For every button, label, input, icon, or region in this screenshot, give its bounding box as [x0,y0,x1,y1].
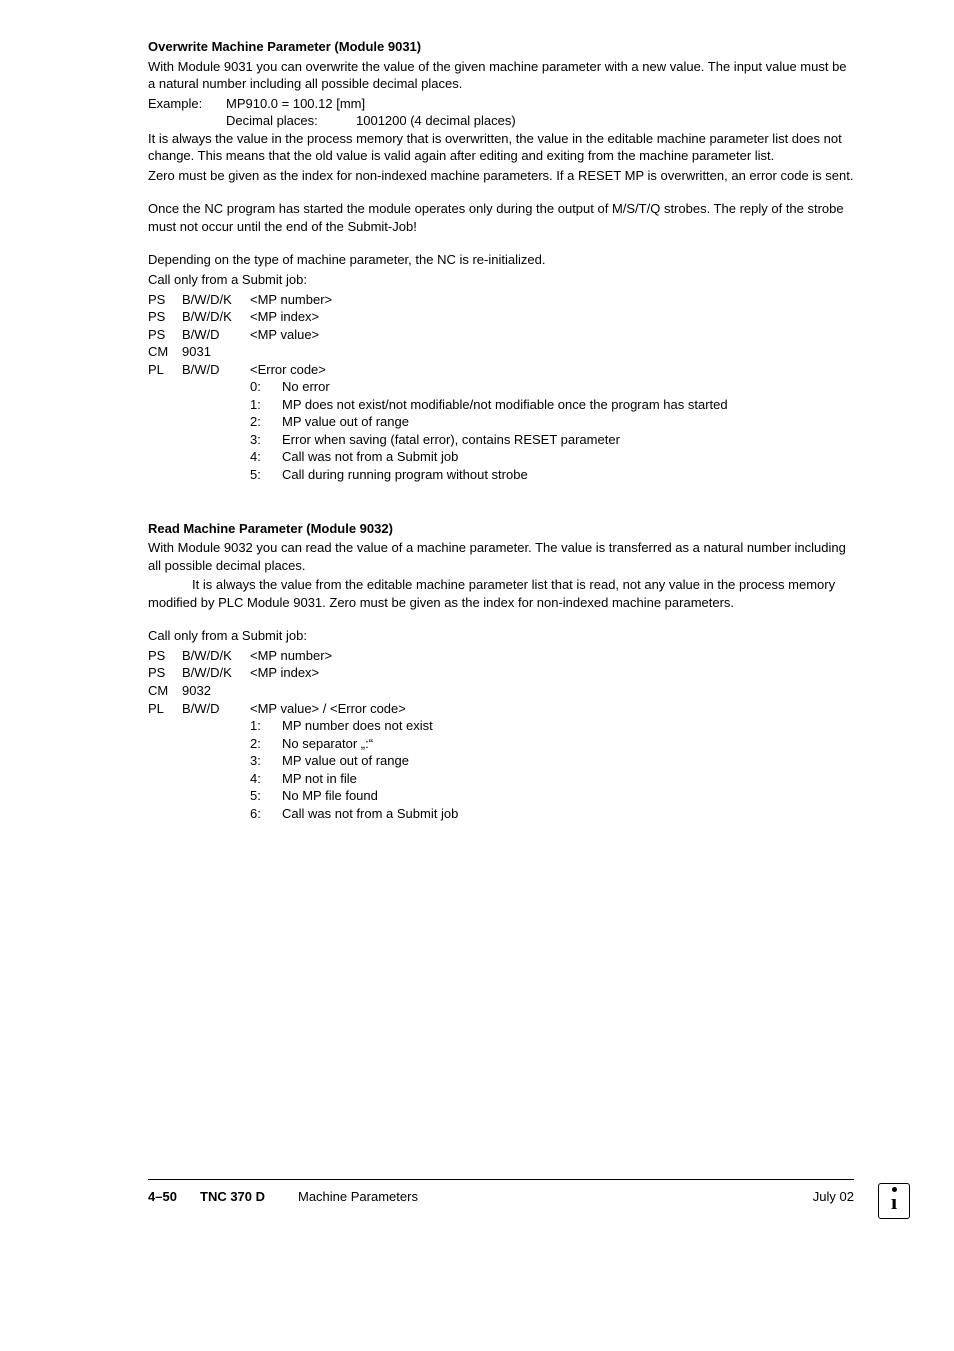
section1-call: Call only from a Submit job: [148,271,854,289]
code-col2: 9032 [182,682,250,700]
code-col3: <MP number> [250,647,854,665]
section2-p2: It is always the value from the editable… [148,576,854,611]
sub-num: 1: [148,717,282,735]
sub-text: No separator „:“ [282,735,854,753]
sub-text: No error [282,378,854,396]
section2-code-block: PSB/W/D/K<MP number>PSB/W/D/K<MP index>C… [148,647,854,717]
code-row: PSB/W/D/K<MP index> [148,308,854,326]
sub-row: 3:Error when saving (fatal error), conta… [148,431,854,449]
sub-num: 4: [148,770,282,788]
example-spacer [148,112,226,130]
code-row: PLB/W/D<Error code> [148,361,854,379]
code-row: PSB/W/D/K<MP number> [148,647,854,665]
code-col3: <MP value> [250,326,854,344]
sub-row: 3:MP value out of range [148,752,854,770]
section1-p3: Zero must be given as the index for non-… [148,167,854,185]
sub-num: 6: [148,805,282,823]
section2-p1: With Module 9032 you can read the value … [148,539,854,574]
section1-p2: It is always the value in the process me… [148,130,854,165]
info-icon: ı [878,1183,910,1219]
sub-text: Call during running program without stro… [282,466,854,484]
section1-title: Overwrite Machine Parameter (Module 9031… [148,38,854,56]
code-col3: <MP value> / <Error code> [250,700,854,718]
sub-num: 1: [148,396,282,414]
code-col2: B/W/D [182,700,250,718]
section1-p1: With Module 9031 you can overwrite the v… [148,58,854,93]
sub-text: MP does not exist/not modifiable/not mod… [282,396,854,414]
code-row: PSB/W/D<MP value> [148,326,854,344]
code-col1: PL [148,361,182,379]
code-col2: B/W/D/K [182,308,250,326]
code-col2: 9031 [182,343,250,361]
code-col1: CM [148,343,182,361]
code-col3: <Error code> [250,361,854,379]
code-col2: B/W/D/K [182,647,250,665]
sub-text: MP number does not exist [282,717,854,735]
sub-row: 2:No separator „:“ [148,735,854,753]
sub-num: 3: [148,752,282,770]
section1-p5: Depending on the type of machine paramet… [148,251,854,269]
code-col3: <MP index> [250,308,854,326]
sub-text: MP value out of range [282,413,854,431]
code-col1: PS [148,647,182,665]
section2-subs-block: 1:MP number does not exist2:No separator… [148,717,854,822]
sub-row: 5:Call during running program without st… [148,466,854,484]
footer-title: Machine Parameters [298,1188,794,1206]
sub-row: 0:No error [148,378,854,396]
sub-num: 2: [148,413,282,431]
code-col1: PS [148,664,182,682]
sub-text: MP not in file [282,770,854,788]
sub-num: 5: [148,787,282,805]
sub-row: 4:Call was not from a Submit job [148,448,854,466]
code-col2: B/W/D [182,326,250,344]
code-row: PSB/W/D/K<MP number> [148,291,854,309]
code-col1: PL [148,700,182,718]
example-dec-value: 1001200 (4 decimal places) [356,112,516,130]
sub-num: 4: [148,448,282,466]
section1-p4: Once the NC program has started the modu… [148,200,854,235]
page-footer: 4–50 TNC 370 D Machine Parameters July 0… [148,1179,854,1206]
sub-text: MP value out of range [282,752,854,770]
code-col2: B/W/D/K [182,664,250,682]
code-col3: <MP number> [250,291,854,309]
example-label: Example: [148,95,226,113]
footer-page: 4–50 [148,1188,200,1206]
sub-num: 5: [148,466,282,484]
sub-row: 5:No MP file found [148,787,854,805]
code-col1: PS [148,326,182,344]
sub-text: Call was not from a Submit job [282,448,854,466]
sub-text: Error when saving (fatal error), contain… [282,431,854,449]
example-dec-label: Decimal places: [226,112,356,130]
sub-num: 3: [148,431,282,449]
code-col2: B/W/D/K [182,291,250,309]
code-col1: CM [148,682,182,700]
code-col3 [250,682,854,700]
section1-subs-block: 0:No error1:MP does not exist/not modifi… [148,378,854,483]
sub-num: 2: [148,735,282,753]
code-row: CM9031 [148,343,854,361]
code-row: PLB/W/D<MP value> / <Error code> [148,700,854,718]
sub-text: Call was not from a Submit job [282,805,854,823]
sub-row: 2:MP value out of range [148,413,854,431]
sub-row: 1:MP number does not exist [148,717,854,735]
code-row: PSB/W/D/K<MP index> [148,664,854,682]
code-col1: PS [148,308,182,326]
code-col1: PS [148,291,182,309]
sub-num: 0: [148,378,282,396]
code-col3 [250,343,854,361]
code-col3: <MP index> [250,664,854,682]
section1-code-block: PSB/W/D/K<MP number>PSB/W/D/K<MP index>P… [148,291,854,379]
section2-call: Call only from a Submit job: [148,627,854,645]
footer-model: TNC 370 D [200,1188,298,1206]
example-value: MP910.0 = 100.12 [mm] [226,95,365,113]
sub-row: 1:MP does not exist/not modifiable/not m… [148,396,854,414]
code-col2: B/W/D [182,361,250,379]
code-row: CM9032 [148,682,854,700]
sub-text: No MP file found [282,787,854,805]
sub-row: 4:MP not in file [148,770,854,788]
section2-title: Read Machine Parameter (Module 9032) [148,520,854,538]
footer-date: July 02 [794,1188,854,1206]
sub-row: 6:Call was not from a Submit job [148,805,854,823]
